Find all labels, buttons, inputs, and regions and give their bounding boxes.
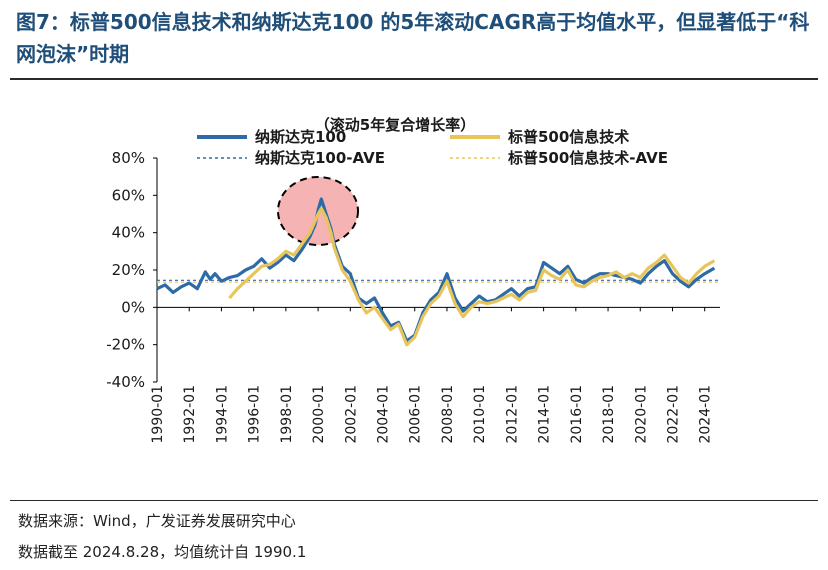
x-tick-label: 1992-01	[182, 385, 198, 444]
x-tick-label: 2012-01	[504, 385, 520, 444]
data-note: 数据截至 2024.8.28，均值统计自 1990.1	[18, 543, 307, 561]
x-tick-label: 2002-01	[343, 385, 359, 444]
y-tick-label: -20%	[106, 336, 145, 354]
x-tick-label: 1994-01	[214, 385, 230, 444]
chart: -40% -20% 0% 20% 40% 60% 80% 1990-01 1992-01 1994…	[106, 116, 720, 444]
y-tick-label: 0%	[121, 298, 145, 316]
title-rule	[10, 78, 818, 80]
legend-item-sp500-it-label: 标普500信息技术	[507, 128, 629, 146]
series-line-sp500-it	[228, 206, 716, 347]
x-tick-label: 2024-01	[698, 385, 714, 444]
x-tick-label: 1990-01	[150, 385, 166, 444]
data-source: 数据来源：Wind，广发证券发展研究中心	[18, 512, 296, 530]
x-tick-label: 2018-01	[601, 385, 617, 444]
legend-item-nasdaq100-label: 纳斯达克100	[255, 128, 346, 146]
x-tick-label: 2022-01	[665, 385, 681, 444]
y-tick-label: 40%	[112, 224, 145, 242]
x-tick-label: 2006-01	[408, 385, 424, 444]
x-tick-label: 1998-01	[279, 385, 295, 444]
y-tick-label: 60%	[112, 186, 145, 204]
x-tick-label: 2016-01	[569, 385, 585, 444]
x-tick-label: 2000-01	[311, 385, 327, 444]
y-tick-label: 20%	[112, 261, 145, 279]
legend-item-nasdaq100-ave-label: 纳斯达克100-AVE	[255, 149, 385, 167]
x-tick-label: 1996-01	[247, 385, 263, 444]
y-tick-label: -40%	[106, 373, 145, 391]
y-tick-label: 80%	[112, 149, 145, 167]
series-line-nasdaq100	[156, 197, 716, 343]
x-tick-label: 2010-01	[472, 385, 488, 444]
series-layer	[156, 197, 720, 347]
footer-rule	[10, 500, 818, 501]
chart-subtitle: （滚动5年复合增长率）	[315, 116, 475, 134]
x-tick-label: 2008-01	[440, 385, 456, 444]
axis-layer: -40% -20% 0% 20% 40% 60% 80% 1990-01 1992-01 1994…	[106, 149, 720, 444]
x-tick-label: 2014-01	[537, 385, 553, 444]
x-tick-label: 2020-01	[633, 385, 649, 444]
figure-title: 图7：标普500信息技术和纳斯达克100 的5年滚动CAGR高于均值水平，但显著…	[16, 10, 810, 66]
x-tick-label: 2004-01	[376, 385, 392, 444]
legend-item-sp500-it-ave-label: 标普500信息技术-AVE	[507, 149, 668, 167]
